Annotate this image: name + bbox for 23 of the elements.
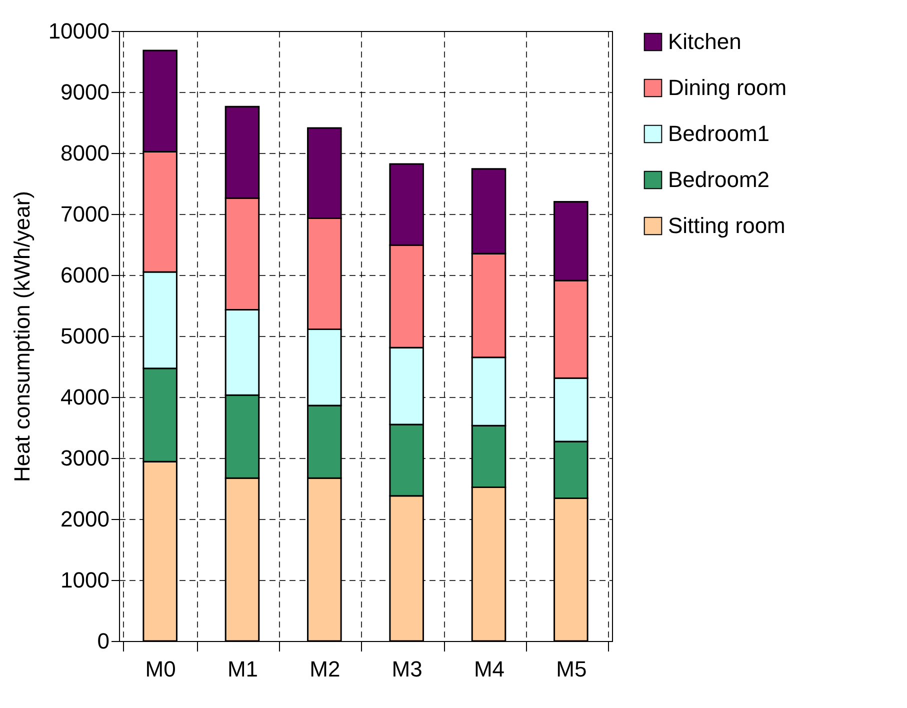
- x-tick-label: M2: [310, 656, 340, 682]
- y-tick-label: 4000: [60, 384, 110, 410]
- x-tick-label: M5: [556, 656, 587, 682]
- x-tick-label: M0: [145, 656, 176, 682]
- y-tick-label: 7000: [60, 202, 110, 226]
- y-tick-label: 2000: [60, 506, 110, 532]
- legend-label: Bedroom1: [668, 121, 770, 146]
- x-tick-label: M3: [392, 656, 422, 682]
- legend-label: Kitchen: [668, 29, 742, 54]
- y-tick-label: 0: [97, 628, 110, 654]
- y-tick-label: 9000: [60, 80, 110, 104]
- y-tick-label: 1000: [60, 568, 110, 592]
- legend-label: Bedroom2: [668, 167, 770, 192]
- y-tick-label: 8000: [60, 140, 110, 166]
- y-tick-label: 3000: [60, 446, 110, 470]
- y-tick-label: 5000: [60, 324, 110, 348]
- legend-label: Dining room: [668, 75, 787, 100]
- x-tick-label: M4: [474, 656, 505, 682]
- legend-label: Sitting room: [668, 213, 786, 238]
- y-tick-label: 6000: [60, 262, 110, 288]
- x-tick-label: M1: [227, 656, 258, 682]
- y-axis-title: Heat consumption (kWh/year): [9, 191, 34, 482]
- y-tick-label: 10000: [48, 18, 110, 44]
